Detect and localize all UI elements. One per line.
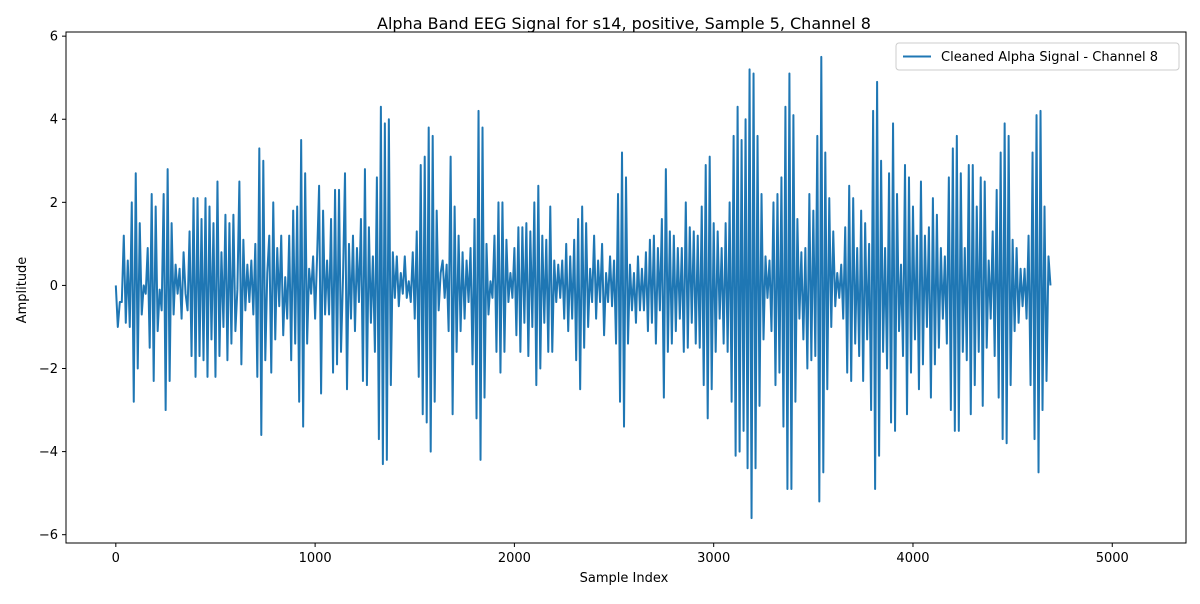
legend-frame xyxy=(895,42,1180,71)
plot-area xyxy=(114,55,1052,520)
y-tick-label: −2 xyxy=(39,362,58,377)
y-tick-label: −4 xyxy=(39,445,58,460)
x-tick-label: 2000 xyxy=(498,551,531,566)
x-axis-label: Sample Index xyxy=(580,571,669,586)
y-tick-label: 6 xyxy=(50,30,58,45)
x-tick-label: 4000 xyxy=(896,551,929,566)
y-axis-ticks: −6 −4 −2 0 2 4 6 xyxy=(39,30,66,543)
axes-box xyxy=(65,31,1187,544)
y-tick-label: −6 xyxy=(39,528,58,543)
y-axis-label: Amplitude xyxy=(15,257,30,324)
series-line-1 xyxy=(114,55,1052,520)
axes-frame xyxy=(65,31,1187,544)
chart-title: Alpha Band EEG Signal for s14, positive,… xyxy=(377,14,871,33)
y-tick-label: 2 xyxy=(50,196,58,211)
y-tick-label: 0 xyxy=(50,279,58,294)
legend: Cleaned Alpha Signal - Channel 8 xyxy=(895,42,1180,71)
x-tick-label: 0 xyxy=(112,551,120,566)
x-tick-label: 3000 xyxy=(697,551,730,566)
x-tick-label: 5000 xyxy=(1096,551,1129,566)
x-tick-label: 1000 xyxy=(299,551,332,566)
x-axis-ticks: 0 1000 2000 3000 4000 5000 xyxy=(112,543,1129,566)
legend-label: Cleaned Alpha Signal - Channel 8 xyxy=(941,50,1158,65)
y-tick-label: 4 xyxy=(50,113,58,128)
